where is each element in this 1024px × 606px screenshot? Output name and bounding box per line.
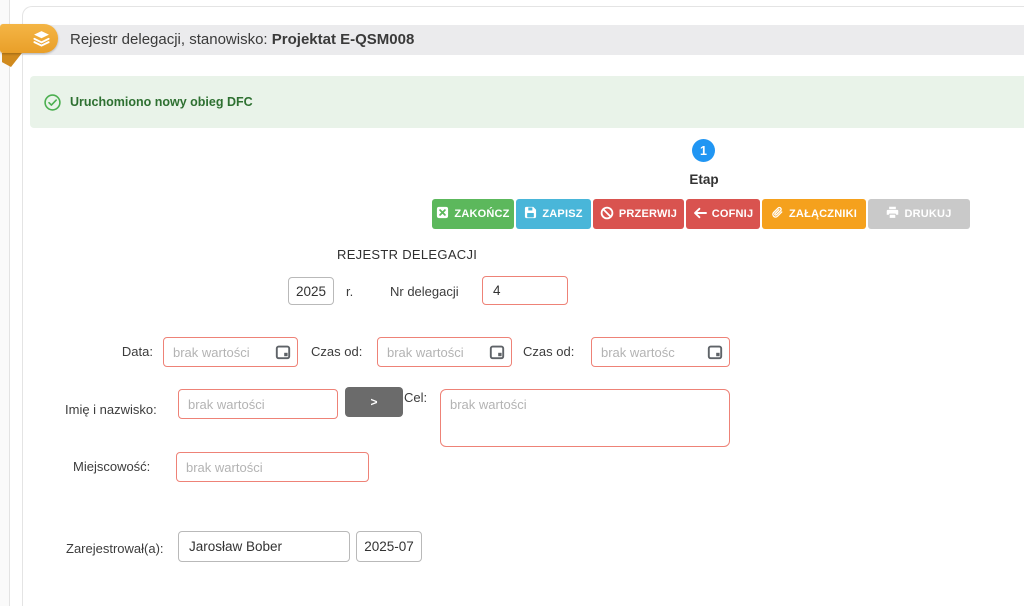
printer-icon xyxy=(886,206,899,222)
year-input[interactable] xyxy=(288,277,334,305)
arrow-left-icon xyxy=(693,207,707,222)
date-field xyxy=(163,337,298,367)
header-band xyxy=(23,25,1024,55)
full-name-label: Imię i nazwisko: xyxy=(65,402,157,417)
step-number: 1 xyxy=(700,143,707,158)
calendar-icon[interactable] xyxy=(707,344,723,365)
city-label: Miejscowość: xyxy=(73,459,151,474)
time-from-1-label: Czas od: xyxy=(311,344,363,359)
year-suffix-label: r. xyxy=(346,284,354,299)
time-from-2-input[interactable] xyxy=(592,338,729,366)
page-left-border xyxy=(9,0,10,606)
success-alert xyxy=(30,76,1024,128)
purpose-label: Cel: xyxy=(404,390,428,405)
paperclip-icon xyxy=(771,206,784,222)
time-from-2-label: Czas od: xyxy=(523,344,575,359)
finish-button-label: ZAKOŃCZ xyxy=(454,208,510,220)
page-left-strip xyxy=(0,0,9,606)
page-title: Rejestr delegacji, stanowisko: Projektat… xyxy=(70,25,414,55)
save-button-label: ZAPISZ xyxy=(542,208,583,220)
time-from-1-input[interactable] xyxy=(378,338,511,366)
date-label: Data: xyxy=(121,344,153,359)
date-input[interactable] xyxy=(164,338,297,366)
abort-button[interactable]: PRZERWIJ xyxy=(593,199,684,229)
calendar-icon[interactable] xyxy=(489,344,505,365)
city-input[interactable] xyxy=(176,452,369,482)
undo-button[interactable]: COFNIJ xyxy=(686,199,760,229)
step-label: Etap xyxy=(689,172,719,187)
form-title: REJESTR DELEGACJI xyxy=(337,247,478,262)
attachments-button-label: ZAŁĄCZNIKI xyxy=(789,208,857,220)
time-from-1-field xyxy=(377,337,512,367)
attachments-button[interactable]: ZAŁĄCZNIKI xyxy=(762,199,866,229)
action-toolbar: ZAKOŃCZ ZAPISZ PRZERWIJ COFNIJ ZAŁĄCZNIK… xyxy=(432,199,970,229)
page-title-prefix: Rejestr delegacji, stanowisko: xyxy=(70,31,272,48)
purpose-textarea[interactable] xyxy=(440,389,730,447)
registered-by-input[interactable] xyxy=(178,531,350,562)
page-title-position: Projektat E-QSM008 xyxy=(271,31,415,48)
ban-icon xyxy=(600,206,614,223)
abort-button-label: PRZERWIJ xyxy=(618,208,678,220)
calendar-icon[interactable] xyxy=(275,344,291,365)
print-button[interactable]: DRUKUJ xyxy=(868,199,970,229)
finish-button[interactable]: ZAKOŃCZ xyxy=(432,199,514,229)
full-name-input[interactable] xyxy=(178,389,338,419)
alert-message: Uruchomiono nowy obieg DFC xyxy=(70,95,253,109)
registered-by-label: Zarejestrował(a): xyxy=(66,541,164,556)
check-circle-icon xyxy=(44,94,61,116)
save-button[interactable]: ZAPISZ xyxy=(516,199,591,229)
transfer-right-button[interactable]: > xyxy=(345,387,403,417)
layers-icon xyxy=(33,30,50,52)
save-icon xyxy=(524,206,537,222)
undo-button-label: COFNIJ xyxy=(711,208,754,220)
delegation-number-label: Nr delegacji xyxy=(390,284,459,299)
close-square-icon xyxy=(436,206,449,222)
delegation-number-input[interactable] xyxy=(482,276,568,305)
time-from-2-field xyxy=(591,337,730,367)
registration-period-input[interactable] xyxy=(356,531,422,562)
step-indicator[interactable]: 1 xyxy=(692,139,715,162)
print-button-label: DRUKUJ xyxy=(904,208,952,220)
